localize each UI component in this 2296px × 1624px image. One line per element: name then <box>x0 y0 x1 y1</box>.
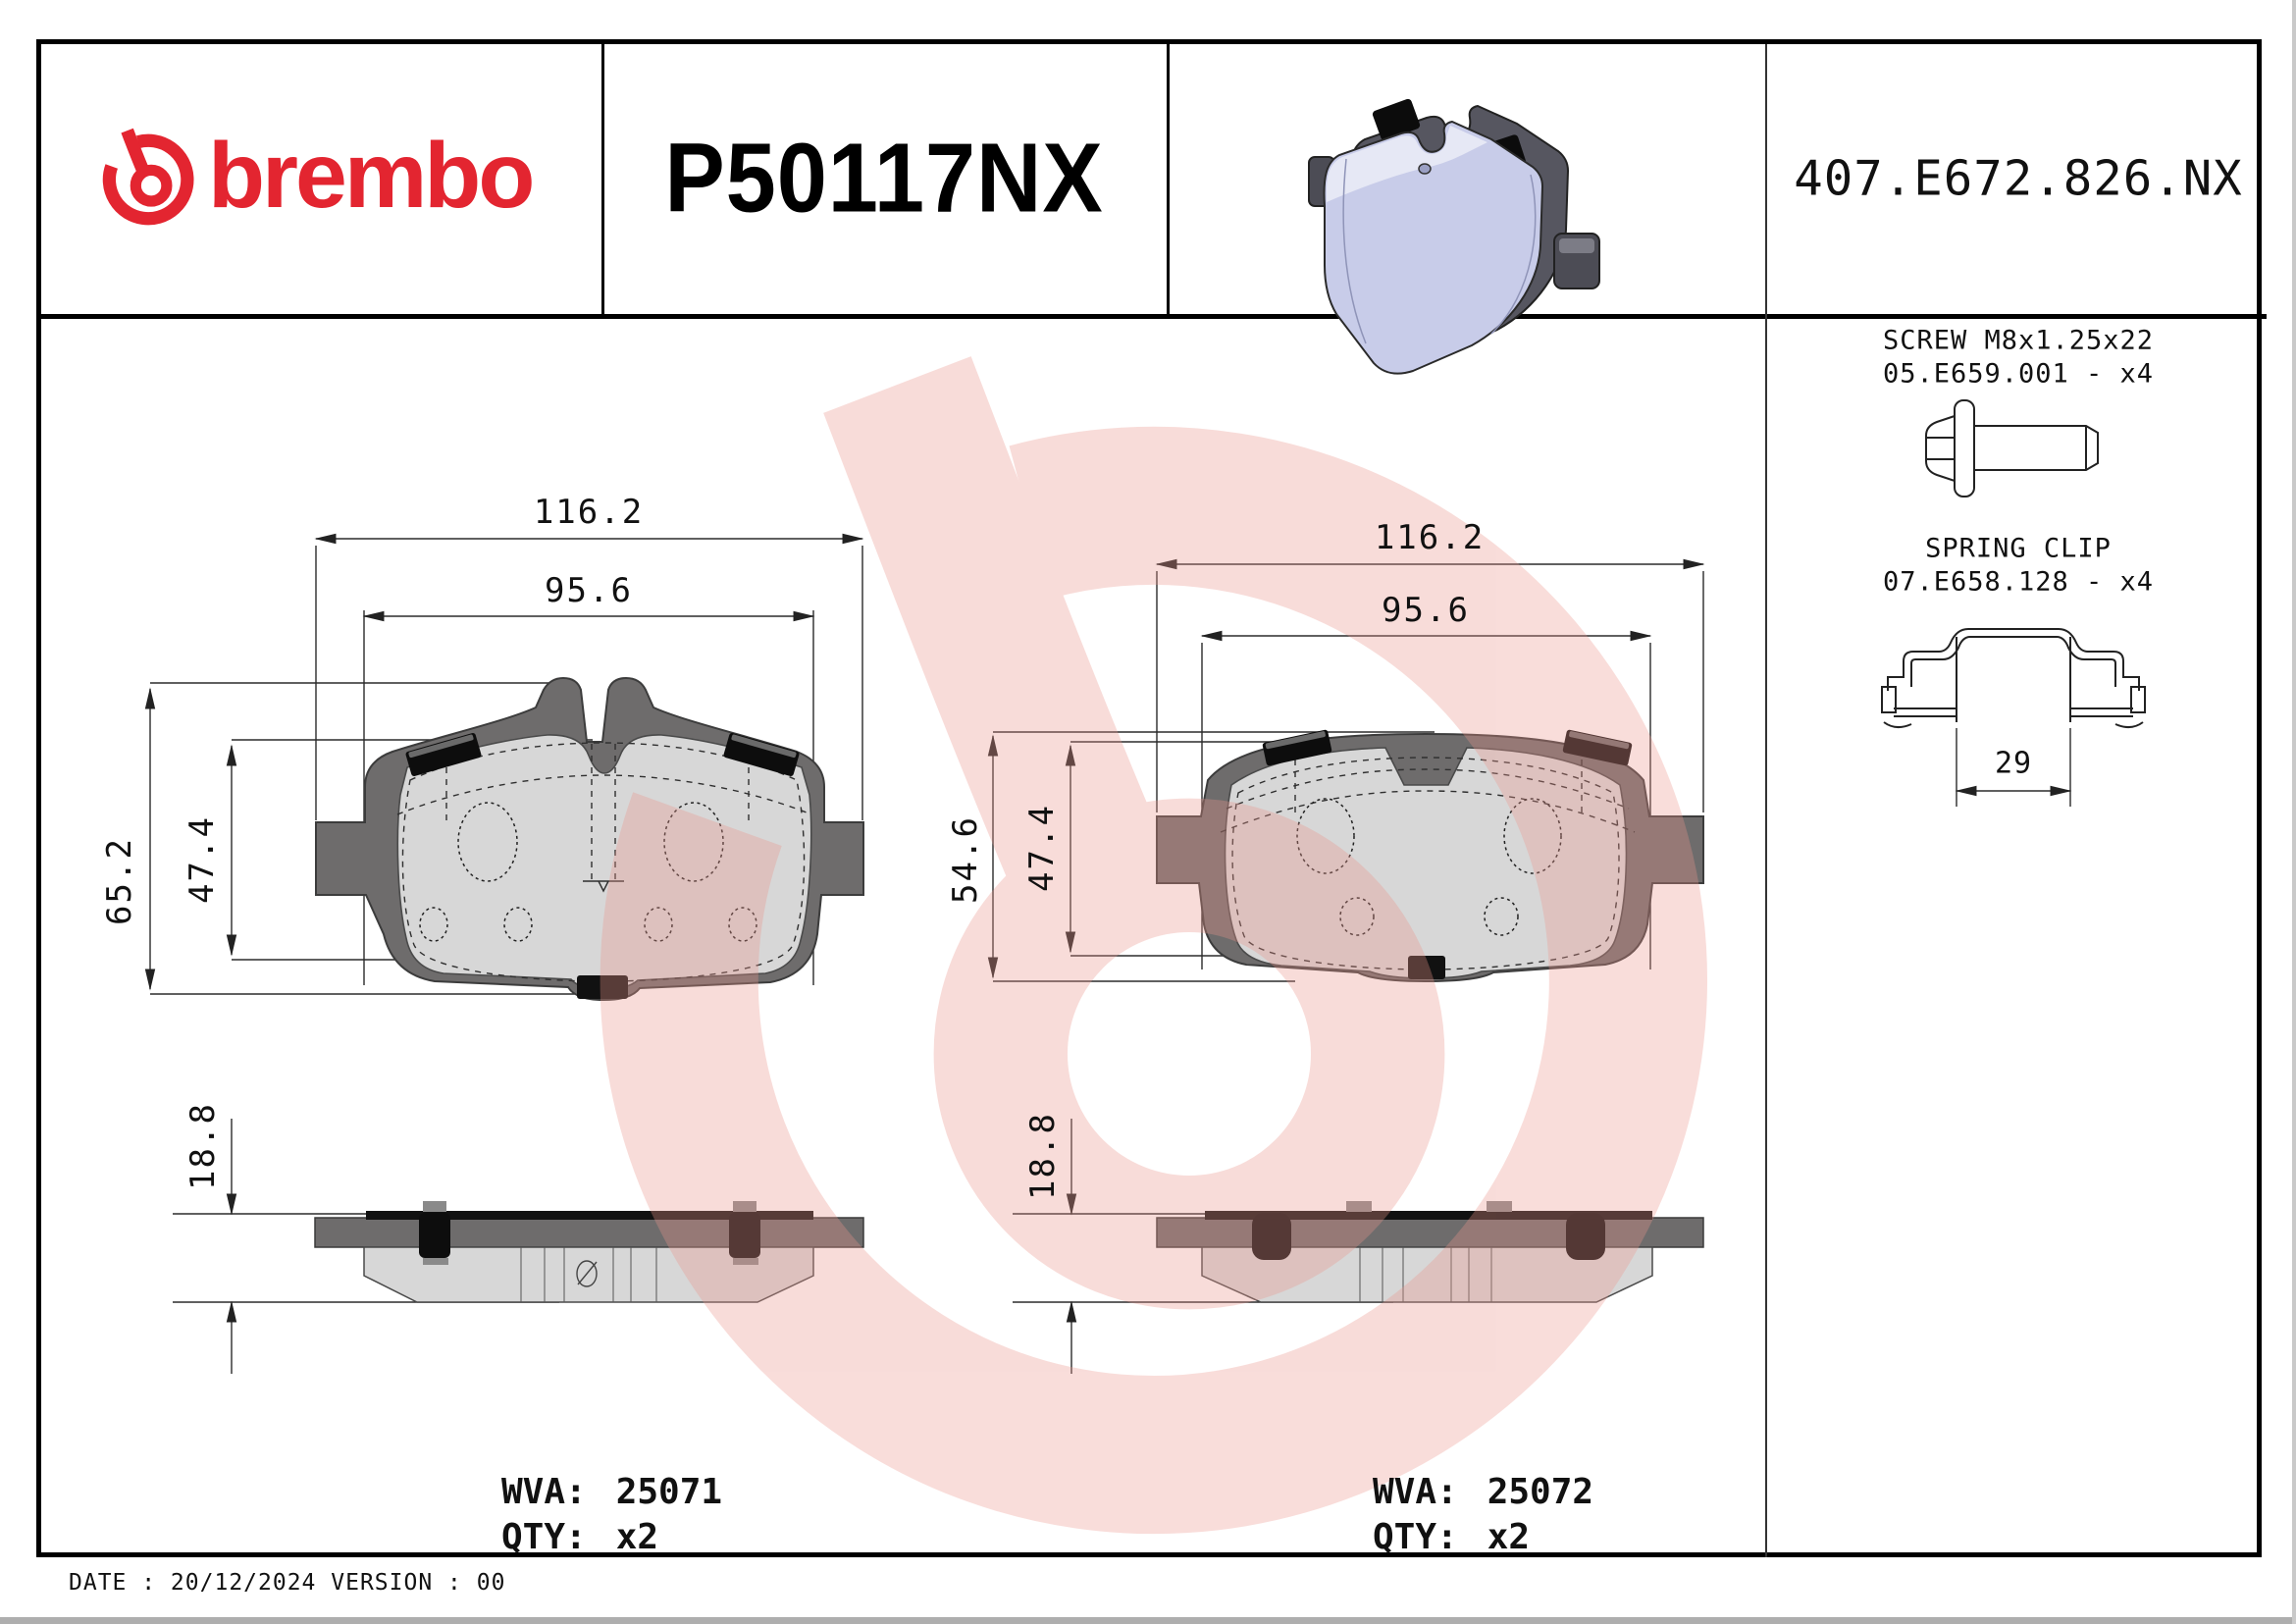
left-pad-dimension-lines <box>144 533 864 995</box>
part-number: P50117NX <box>664 123 1104 234</box>
right-pad-side-view <box>1156 1201 1704 1303</box>
right-friction-width-dim: 95.6 <box>1382 591 1470 630</box>
header-divider-2 <box>1167 44 1170 317</box>
right-qty-label: QTY: <box>1373 1517 1458 1557</box>
left-qty-label: QTY: <box>501 1517 587 1557</box>
screw-code: 05.E659.001 - x4 <box>1882 358 2155 390</box>
catalog-code: 407.E672.826.NX <box>1794 150 2243 207</box>
left-friction-width-dim: 95.6 <box>545 571 633 610</box>
right-overall-height-dim: 54.6 <box>946 815 985 904</box>
page-border <box>36 39 2262 1557</box>
left-pad-wear-clips <box>405 733 800 776</box>
left-overall-width-dim: 116.2 <box>533 493 645 532</box>
spring-clip-title: SPRING CLIP <box>1925 533 2112 564</box>
right-pad-bottom-tab <box>1408 956 1445 979</box>
right-thickness-dim: 18.8 <box>1023 1112 1063 1200</box>
footer-date-version: DATE : 20/12/2024 VERSION : 00 <box>69 1570 506 1596</box>
right-wva-label: WVA: <box>1373 1472 1458 1512</box>
screenshot-bottom-edge <box>0 1617 2296 1624</box>
screw-drawing <box>1925 399 2099 498</box>
right-pad-id-block: WVA: 25072 QTY: x2 <box>1373 1470 1593 1560</box>
left-friction-height-dim: 47.4 <box>183 815 222 904</box>
header-bottom-line <box>41 314 2267 319</box>
left-pad-front-view <box>315 676 864 1002</box>
spring-clip-width-dim: 29 <box>1994 746 2033 781</box>
left-pad-side-view <box>314 1201 864 1303</box>
brand-wordmark: brembo <box>208 124 535 228</box>
right-qty-value: x2 <box>1487 1517 1531 1557</box>
left-wva-label: WVA: <box>501 1472 587 1512</box>
left-pad-bottom-tab <box>577 975 628 999</box>
header-divider-1 <box>601 44 604 317</box>
left-overall-height-dim: 65.2 <box>100 837 139 925</box>
left-qty-value: x2 <box>615 1517 659 1557</box>
right-pad-front-view <box>1156 729 1704 983</box>
pad-3d-image <box>1308 98 1600 375</box>
spring-clip-code: 07.E658.128 - x4 <box>1882 566 2155 598</box>
right-pad-dimension-lines <box>987 558 1705 982</box>
left-thickness-dim: 18.8 <box>183 1102 223 1190</box>
screenshot-right-edge <box>2292 0 2296 1624</box>
spring-clip-drawing <box>1881 628 2146 728</box>
right-wva-value: 25072 <box>1487 1472 1594 1512</box>
sidebar-divider <box>1765 44 1767 1557</box>
right-pad-wear-clips <box>1262 729 1633 766</box>
brembo-logo-icon <box>102 128 194 226</box>
spring-clip-dimension-lines <box>1955 728 2072 807</box>
brembo-watermark-icon <box>600 356 1707 1535</box>
right-overall-width-dim: 116.2 <box>1374 518 1486 557</box>
right-friction-height-dim: 47.4 <box>1022 804 1062 892</box>
left-pad-id-block: WVA: 25071 QTY: x2 <box>501 1470 722 1560</box>
screw-title: SCREW M8x1.25x22 <box>1882 325 2155 356</box>
left-wva-value: 25071 <box>615 1472 723 1512</box>
